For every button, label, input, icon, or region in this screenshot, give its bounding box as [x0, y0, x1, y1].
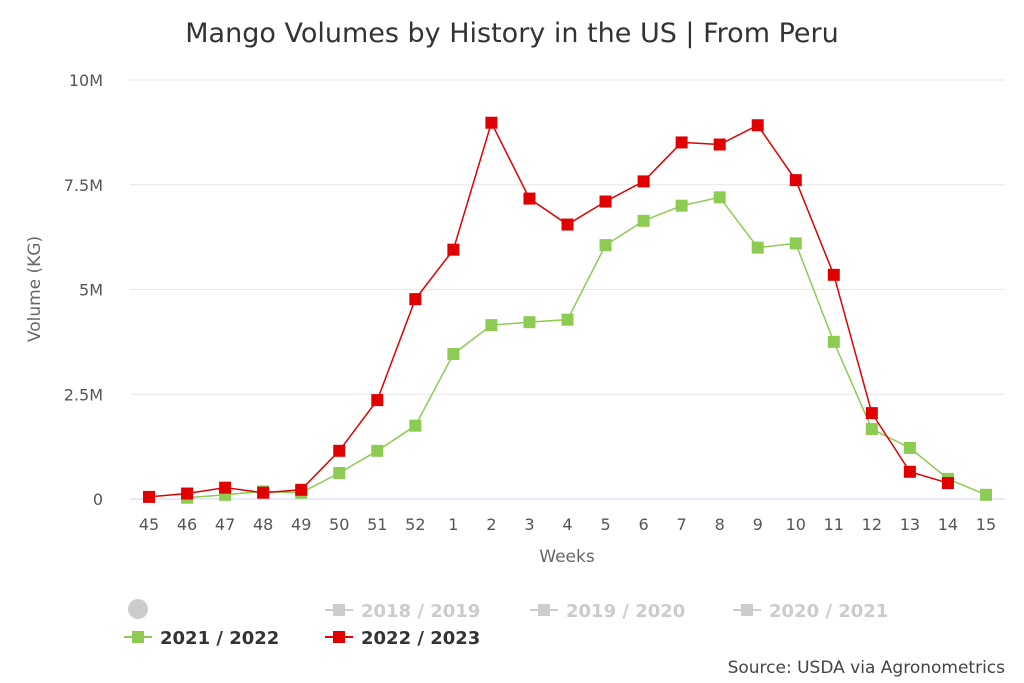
x-tick-label: 50 [329, 515, 349, 534]
data-point-marker[interactable] [675, 136, 688, 149]
series-2022-2023 [143, 116, 954, 503]
data-point-marker[interactable] [561, 313, 574, 326]
x-tick-labels: 45 46 47 48 49 50 51 52 1 2 3 4 5 6 7 8 9 10 11 12 13 14 15 [139, 515, 996, 534]
legend-marker-icon [741, 604, 753, 616]
data-point-marker[interactable] [713, 191, 726, 204]
legend-item[interactable]: 2022 / 2023 [325, 628, 480, 649]
data-point-marker[interactable] [827, 335, 840, 348]
data-point-marker[interactable] [865, 423, 878, 436]
legend-marker-icon [538, 604, 550, 616]
series-layer [143, 116, 992, 504]
y-tick-label: 7.5M [64, 176, 103, 195]
y-tick-label: 2.5M [64, 385, 103, 404]
x-tick-label: 11 [824, 515, 844, 534]
x-tick-label: 12 [862, 515, 882, 534]
data-point-marker[interactable] [447, 243, 460, 256]
data-point-marker[interactable] [903, 441, 916, 454]
legend-marker-icon [333, 631, 345, 643]
legend-item[interactable]: 2020 / 2021 [733, 601, 888, 622]
x-tick-label: 4 [562, 515, 572, 534]
data-point-marker[interactable] [941, 477, 954, 490]
y-axis-label: Volume (KG) [25, 236, 45, 342]
legend-label: 2018 / 2019 [361, 601, 480, 622]
data-point-marker[interactable] [485, 116, 498, 129]
x-tick-label: 49 [291, 515, 311, 534]
legend-item[interactable]: 2021 / 2022 [124, 628, 279, 649]
legend-label: 2020 / 2021 [769, 601, 888, 622]
data-point-marker[interactable] [865, 407, 878, 420]
data-point-marker[interactable] [713, 138, 726, 151]
data-point-marker[interactable] [637, 175, 650, 188]
x-tick-label: 9 [753, 515, 763, 534]
data-point-marker[interactable] [371, 394, 384, 407]
x-tick-label: 13 [900, 515, 920, 534]
x-axis-label: Weeks [539, 547, 595, 567]
legend-label: 2019 / 2020 [566, 601, 685, 622]
y-tick-label: 0 [93, 490, 103, 509]
x-tick-label: 1 [448, 515, 458, 534]
x-tick-label: 7 [677, 515, 687, 534]
series-2021-2022 [181, 191, 992, 504]
data-point-marker[interactable] [219, 481, 232, 494]
data-point-marker[interactable] [257, 486, 270, 499]
legend-item[interactable]: 2019 / 2020 [530, 601, 685, 622]
legend-label: 2022 / 2023 [361, 628, 480, 649]
data-point-marker[interactable] [409, 419, 422, 432]
data-point-marker[interactable] [979, 488, 992, 501]
data-point-marker[interactable] [333, 444, 346, 457]
legend-marker-icon [132, 631, 144, 643]
data-point-marker[interactable] [371, 444, 384, 457]
x-tick-label: 10 [786, 515, 806, 534]
x-tick-label: 52 [405, 515, 425, 534]
x-tick-label: 51 [367, 515, 387, 534]
legend: 2018 / 2019 2019 / 2020 2020 / 2021 2021 / … [124, 601, 888, 649]
series-line [148, 120, 949, 498]
x-tick-label: 5 [600, 515, 610, 534]
legend-toggle-all-icon[interactable] [128, 599, 148, 619]
x-tick-label: 14 [938, 515, 958, 534]
y-tick-labels: 0 2.5M 5M 7.5M 10M [64, 71, 103, 509]
x-tick-label: 6 [638, 515, 648, 534]
x-tick-label: 2 [486, 515, 496, 534]
chart-title: Mango Volumes by History in the US | Fro… [185, 18, 838, 49]
y-tick-label: 10M [69, 71, 103, 90]
data-point-marker[interactable] [181, 487, 194, 500]
data-point-marker[interactable] [561, 218, 574, 231]
data-point-marker[interactable] [143, 490, 156, 503]
data-point-marker[interactable] [447, 348, 460, 361]
data-point-marker[interactable] [295, 483, 308, 496]
x-tick-label: 48 [253, 515, 273, 534]
data-point-marker[interactable] [637, 214, 650, 227]
x-tick-label: 8 [715, 515, 725, 534]
source-note: Source: USDA via Agronometrics [728, 658, 1006, 678]
data-point-marker[interactable] [675, 199, 688, 212]
x-tick-label: 45 [139, 515, 159, 534]
data-point-marker[interactable] [599, 239, 612, 252]
data-point-marker[interactable] [523, 316, 536, 329]
data-point-marker[interactable] [333, 467, 346, 480]
x-tick-label: 3 [524, 515, 534, 534]
data-point-marker[interactable] [751, 119, 764, 132]
data-point-marker[interactable] [789, 237, 802, 250]
data-point-marker[interactable] [751, 241, 764, 254]
legend-label: 2021 / 2022 [160, 628, 279, 649]
y-tick-label: 5M [79, 281, 103, 300]
legend-item[interactable]: 2018 / 2019 [325, 601, 480, 622]
data-point-marker[interactable] [485, 319, 498, 332]
data-point-marker[interactable] [409, 293, 422, 306]
data-point-marker[interactable] [789, 174, 802, 187]
gridlines [130, 79, 1005, 395]
data-point-marker[interactable] [523, 192, 536, 205]
x-tick-label: 47 [215, 515, 235, 534]
x-tick-label: 46 [177, 515, 197, 534]
data-point-marker[interactable] [827, 268, 840, 281]
data-point-marker[interactable] [599, 195, 612, 208]
series-line [187, 196, 987, 499]
legend-marker-icon [333, 604, 345, 616]
data-point-marker[interactable] [903, 465, 916, 478]
x-tick-label: 15 [976, 515, 996, 534]
